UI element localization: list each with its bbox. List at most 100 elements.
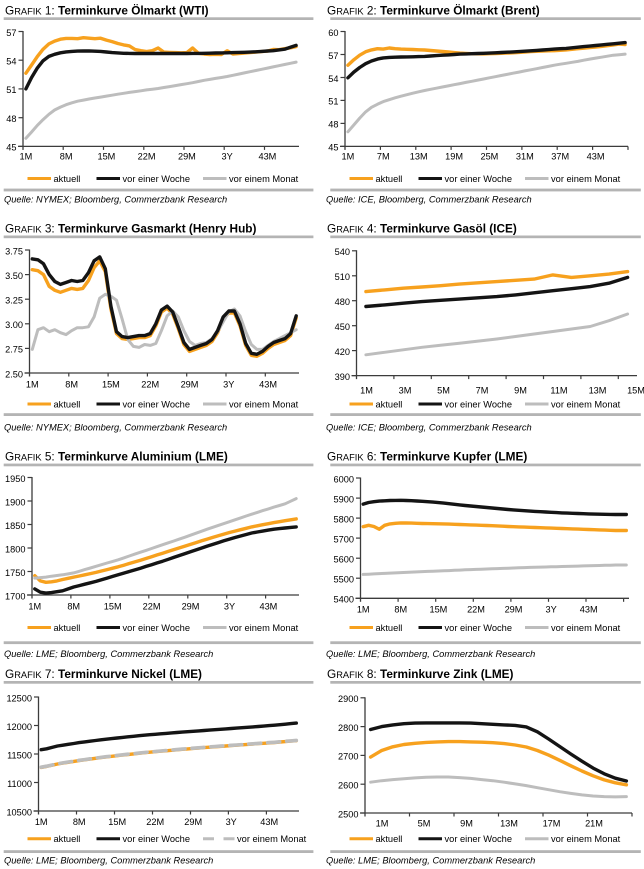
svg-text:43M: 43M	[258, 152, 276, 162]
svg-text:450: 450	[335, 322, 350, 332]
svg-text:15M: 15M	[429, 605, 447, 615]
svg-text:3Y: 3Y	[545, 605, 556, 615]
svg-text:1M: 1M	[376, 819, 389, 829]
svg-text:6000: 6000	[334, 474, 354, 484]
svg-text:Quelle: LME; Bloomberg, Commer: Quelle: LME; Bloomberg, Commerzbank Rese…	[326, 649, 535, 659]
svg-text:3.50: 3.50	[5, 271, 23, 281]
svg-text:aktuell: aktuell	[54, 174, 81, 184]
svg-text:1M: 1M	[20, 152, 33, 162]
svg-text:1M: 1M	[357, 605, 370, 615]
svg-text:vor einer Woche: vor einer Woche	[445, 623, 513, 633]
svg-text:15M: 15M	[102, 380, 120, 390]
svg-text:22M: 22M	[138, 152, 156, 162]
svg-text:1750: 1750	[5, 568, 25, 578]
svg-text:GRAFIK 4: Terminkurve Gasöl (I: GRAFIK 4: Terminkurve Gasöl (ICE)	[327, 222, 517, 236]
svg-text:43M: 43M	[260, 817, 278, 827]
svg-text:vor einer Woche: vor einer Woche	[123, 834, 191, 844]
svg-text:3.75: 3.75	[5, 246, 23, 256]
svg-text:GRAFIK 6: Terminkurve Kupfer (: GRAFIK 6: Terminkurve Kupfer (LME)	[327, 450, 527, 464]
svg-text:vor einem Monat: vor einem Monat	[551, 834, 621, 844]
svg-text:7M: 7M	[377, 152, 390, 162]
svg-text:Quelle: LME; Bloomberg, Commer: Quelle: LME; Bloomberg, Commerzbank Rese…	[4, 649, 213, 659]
svg-text:43M: 43M	[587, 152, 605, 162]
svg-text:43M: 43M	[259, 602, 277, 612]
svg-text:Quelle: ICE; Bloomberg, Commer: Quelle: ICE; Bloomberg, Commerzbank Rese…	[326, 423, 532, 433]
svg-text:vor einer Woche: vor einer Woche	[123, 623, 191, 633]
svg-text:Quelle: LME; Bloomberg, Commer: Quelle: LME; Bloomberg, Commerzbank Rese…	[4, 856, 213, 866]
svg-text:22M: 22M	[143, 602, 161, 612]
svg-text:22M: 22M	[141, 380, 159, 390]
svg-text:12500: 12500	[6, 693, 32, 703]
svg-text:2.75: 2.75	[5, 345, 23, 355]
svg-text:2500: 2500	[338, 809, 358, 819]
svg-text:15M: 15M	[108, 817, 126, 827]
svg-text:29M: 29M	[178, 152, 196, 162]
svg-text:Quelle: NYMEX; Bloomberg, Comm: Quelle: NYMEX; Bloomberg, Commerzbank Re…	[4, 195, 227, 205]
svg-text:8M: 8M	[67, 602, 80, 612]
svg-text:GRAFIK 1: Terminkurve Ölmarkt: GRAFIK 1: Terminkurve Ölmarkt (WTI)	[5, 4, 209, 18]
svg-text:Quelle: NYMEX; Bloomberg, Comm: Quelle: NYMEX; Bloomberg, Commerzbank Re…	[4, 423, 227, 433]
svg-text:5700: 5700	[334, 534, 354, 544]
svg-text:22M: 22M	[146, 817, 164, 827]
svg-text:vor einer Woche: vor einer Woche	[123, 399, 191, 409]
svg-text:3.25: 3.25	[5, 296, 23, 306]
svg-text:2700: 2700	[338, 752, 358, 762]
svg-text:15M: 15M	[627, 386, 644, 396]
svg-text:60: 60	[328, 28, 338, 38]
svg-text:aktuell: aktuell	[54, 623, 81, 633]
svg-text:1M: 1M	[26, 380, 39, 390]
svg-text:45: 45	[328, 143, 338, 153]
svg-text:51: 51	[328, 97, 338, 107]
svg-text:1M: 1M	[35, 817, 48, 827]
svg-text:1900: 1900	[5, 497, 25, 507]
svg-text:15M: 15M	[97, 152, 115, 162]
svg-text:Quelle: ICE, Bloomberg, Commer: Quelle: ICE, Bloomberg, Commerzbank Rese…	[326, 195, 532, 205]
svg-text:13M: 13M	[410, 152, 428, 162]
svg-text:5M: 5M	[437, 386, 450, 396]
svg-text:5400: 5400	[334, 595, 354, 605]
svg-text:8M: 8M	[65, 380, 78, 390]
svg-text:5900: 5900	[334, 494, 354, 504]
svg-text:9M: 9M	[514, 386, 527, 396]
svg-text:1850: 1850	[5, 521, 25, 531]
svg-text:aktuell: aktuell	[376, 623, 403, 633]
svg-text:12000: 12000	[6, 722, 32, 732]
svg-text:vor einem Monat: vor einem Monat	[229, 174, 299, 184]
svg-text:GRAFIK 7: Terminkurve Nickel (: GRAFIK 7: Terminkurve Nickel (LME)	[5, 667, 202, 681]
svg-text:54: 54	[328, 74, 338, 84]
svg-text:1M: 1M	[342, 152, 355, 162]
svg-text:vor einer Woche: vor einer Woche	[445, 174, 513, 184]
svg-text:22M: 22M	[467, 605, 485, 615]
svg-text:13M: 13M	[500, 819, 518, 829]
svg-text:9M: 9M	[460, 819, 473, 829]
svg-text:3Y: 3Y	[223, 380, 234, 390]
svg-text:vor einem Monat: vor einem Monat	[237, 834, 307, 844]
svg-text:5800: 5800	[334, 514, 354, 524]
svg-text:31M: 31M	[516, 152, 534, 162]
svg-text:11000: 11000	[7, 779, 32, 789]
svg-text:29M: 29M	[181, 380, 199, 390]
svg-text:8M: 8M	[60, 152, 73, 162]
svg-text:8M: 8M	[73, 817, 86, 827]
svg-text:aktuell: aktuell	[376, 834, 403, 844]
svg-text:390: 390	[335, 372, 350, 382]
svg-text:48: 48	[328, 120, 338, 130]
svg-text:3Y: 3Y	[224, 602, 235, 612]
svg-text:1700: 1700	[5, 591, 25, 601]
svg-text:vor einem Monat: vor einem Monat	[229, 399, 299, 409]
svg-text:5M: 5M	[418, 819, 431, 829]
svg-text:1950: 1950	[5, 474, 25, 484]
svg-text:vor einem Monat: vor einem Monat	[551, 623, 621, 633]
svg-text:37M: 37M	[551, 152, 569, 162]
svg-text:vor einem Monat: vor einem Monat	[229, 623, 299, 633]
svg-text:aktuell: aktuell	[54, 399, 81, 409]
svg-text:51: 51	[6, 85, 16, 95]
svg-text:48: 48	[6, 114, 16, 124]
svg-text:GRAFIK 3: Terminkurve Gasmarkt: GRAFIK 3: Terminkurve Gasmarkt (Henry Hu…	[5, 222, 256, 236]
svg-text:57: 57	[328, 51, 338, 61]
svg-text:1M: 1M	[28, 602, 41, 612]
svg-text:vor einer Woche: vor einer Woche	[123, 174, 191, 184]
svg-text:17M: 17M	[543, 819, 561, 829]
svg-text:57: 57	[6, 28, 16, 38]
svg-text:21M: 21M	[585, 819, 603, 829]
